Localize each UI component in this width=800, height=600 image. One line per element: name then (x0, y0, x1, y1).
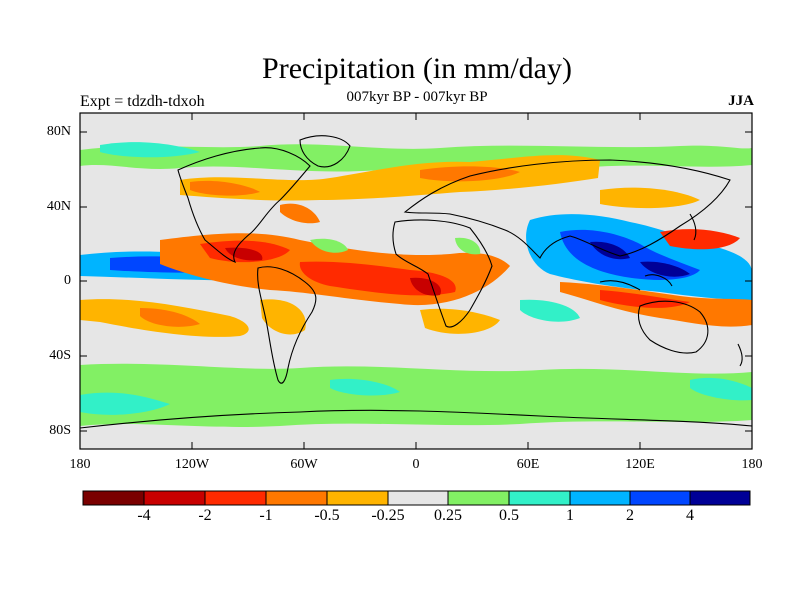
asian-monsoon-dark-core (590, 241, 630, 260)
nw-pacific-negative-patch (660, 229, 740, 250)
arctic-cyan-patch (100, 142, 200, 158)
x-tick-label: 120W (174, 457, 210, 472)
y-tick-label: 80N (46, 124, 71, 139)
new-zealand-coast (737, 343, 743, 367)
indian-ocean-cyan-patch (520, 299, 580, 322)
japan-coast (689, 213, 697, 241)
greenland-coast (299, 135, 351, 168)
y-tick-label: 40S (49, 348, 71, 363)
colorbar-bin-7 (448, 491, 509, 505)
x-tick-label: 60W (290, 457, 318, 472)
colorbar-bin-1 (83, 491, 144, 505)
y-tick-label: 80S (49, 423, 71, 438)
x-tick-label: 0 (412, 457, 420, 472)
experiment-label: Expt = tdzdh-tdxoh (80, 93, 205, 110)
colorbar-label: -2 (198, 507, 212, 524)
east-asia-negative-patch (600, 187, 700, 209)
tick-marks (79, 113, 753, 449)
plot-subtitle: 007kyr BP - 007kyr BP (346, 89, 488, 105)
na-green-patch (310, 238, 348, 253)
colorbar-label: 2 (626, 507, 634, 524)
season-label: JJA (728, 93, 754, 109)
colorbar-bin-9 (570, 491, 630, 505)
colorbar-bin-4 (266, 491, 327, 505)
africa-green-patch (455, 237, 481, 255)
southern-ocean-positive-band (80, 363, 752, 427)
colorbar-label: -0.25 (371, 507, 405, 524)
x-tick-label: 120E (625, 457, 655, 472)
antarctica-coast (80, 409, 752, 429)
colorbar (82, 490, 751, 506)
indonesia-coast (599, 274, 673, 291)
y-tick-label: 0 (64, 273, 71, 288)
colorbar-bin-2 (144, 491, 205, 505)
colorbar-bin-8 (509, 491, 570, 505)
colorbar-label: -1 (259, 507, 273, 524)
colorbar-label: 4 (686, 507, 694, 524)
x-tick-label: 180 (741, 457, 763, 472)
colorbar-label: 1 (566, 507, 574, 524)
x-tick-label: 180 (69, 457, 91, 472)
colorbar-label: -4 (137, 507, 151, 524)
y-tick-label: 40N (46, 199, 71, 214)
plot-title: Precipitation (in mm/day) (262, 52, 572, 85)
west-pacific-dark-core (640, 261, 690, 277)
maritime-red-core (600, 290, 690, 308)
na-orange-core (280, 203, 320, 224)
australia-coast (637, 300, 709, 354)
southern-ocean-cyan-patch-3 (690, 377, 752, 401)
caribbean-dark-core (225, 247, 263, 261)
south-america-coast (257, 266, 317, 384)
colorbar-bin-11 (690, 491, 750, 505)
colorbar-bin-3 (205, 491, 266, 505)
colorbar-bin-10 (630, 491, 690, 505)
colorbar-label: 0.25 (434, 507, 462, 524)
southern-ocean-cyan-patch-2 (330, 378, 400, 396)
precip-anomaly-fields (80, 142, 752, 427)
colorbar-label: 0.5 (499, 507, 519, 524)
eurasia-coast (403, 159, 731, 259)
north-midlat-orange-core (190, 180, 260, 196)
africa-coast (392, 219, 493, 328)
south-america-negative-patch (260, 299, 306, 335)
coastlines (80, 135, 752, 429)
north-america-coast (177, 147, 311, 264)
colorbar-label: -0.5 (314, 507, 340, 524)
south-pacific-orange-core (140, 308, 200, 327)
southern-ocean-cyan-patch (80, 392, 170, 415)
north-midlat-negative-band (180, 155, 600, 201)
colorbar-bin-6 (388, 491, 448, 505)
x-tick-label: 60E (516, 457, 540, 472)
colorbar-bin-5 (327, 491, 388, 505)
